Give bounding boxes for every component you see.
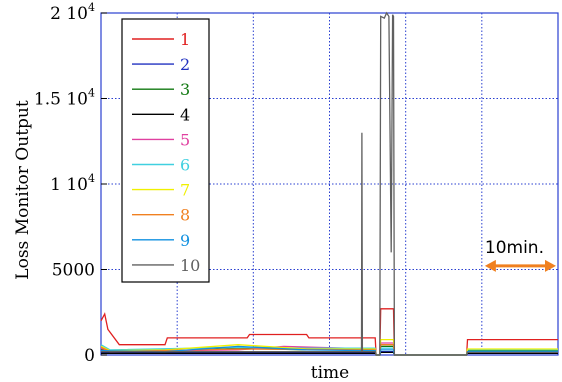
annotation-arrowhead-left bbox=[484, 259, 496, 272]
series-group bbox=[100, 11, 558, 356]
legend-label-9: 9 bbox=[180, 231, 190, 250]
legend-label-4: 4 bbox=[180, 105, 190, 124]
legend-label-2: 2 bbox=[180, 55, 190, 74]
legend-box bbox=[121, 18, 210, 283]
y-axis-ticks: 0 5000 1 104 1.5 104 2 104 bbox=[34, 1, 107, 366]
y-tick-label: 1 104 bbox=[50, 172, 95, 195]
y-tick-label: 5000 bbox=[52, 261, 95, 281]
y-tick-label: 2 104 bbox=[50, 1, 95, 24]
legend-label-3: 3 bbox=[180, 80, 190, 99]
legend-label-10: 10 bbox=[180, 256, 200, 275]
y-tick-label: 0 bbox=[84, 346, 95, 366]
series-line-10 bbox=[101, 11, 558, 356]
annotation: 10min. bbox=[484, 238, 556, 272]
legend-label-7: 7 bbox=[180, 181, 190, 200]
annotation-text: 10min. bbox=[485, 238, 544, 258]
legend-label-5: 5 bbox=[180, 130, 190, 149]
x-axis-label: time bbox=[311, 363, 349, 382]
legend-label-6: 6 bbox=[180, 156, 190, 175]
annotation-arrowhead-right bbox=[545, 259, 556, 272]
y-axis-label: Loss Monitor Output bbox=[13, 100, 33, 280]
legend-label-1: 1 bbox=[180, 30, 190, 49]
legend-label-8: 8 bbox=[180, 206, 190, 225]
y-tick-label: 1.5 104 bbox=[34, 87, 95, 110]
legend: 1 2 3 4 5 6 7 8 9 10 bbox=[121, 18, 210, 283]
